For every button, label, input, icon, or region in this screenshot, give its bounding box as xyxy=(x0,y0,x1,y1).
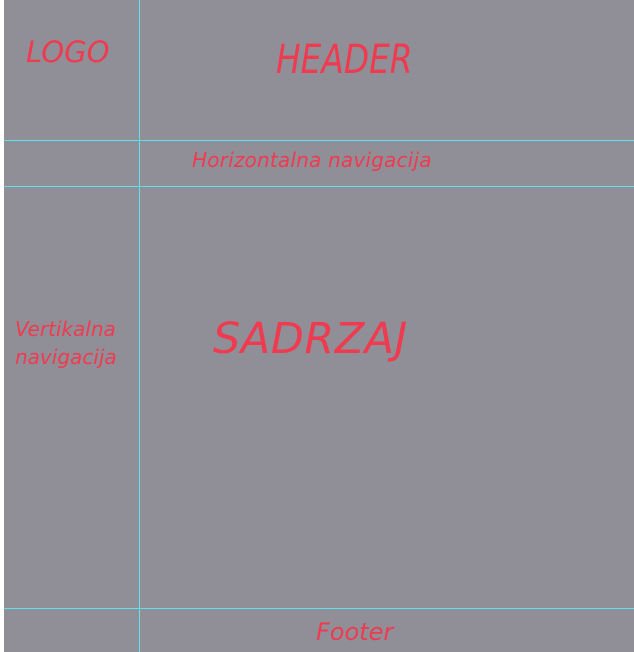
guide-line-horizontal-top xyxy=(4,140,634,141)
logo-label: LOGO xyxy=(26,35,110,69)
header-label: HEADER xyxy=(276,37,413,83)
guide-line-horizontal-nav xyxy=(4,186,634,187)
vertical-navigation-label: Vertikalna navigacija xyxy=(15,315,141,371)
layout-wireframe-canvas: LOGO HEADER Horizontalna navigacija Vert… xyxy=(4,0,634,652)
vertical-navigation-label-line2: navigacija xyxy=(15,345,117,369)
horizontal-navigation-label: Horizontalna navigacija xyxy=(192,148,432,172)
footer-label: Footer xyxy=(316,618,394,646)
content-label: SADRZAJ xyxy=(213,314,408,364)
guide-line-vertical xyxy=(139,0,140,652)
guide-line-horizontal-footer xyxy=(4,608,634,609)
vertical-navigation-label-line1: Vertikalna xyxy=(15,317,116,341)
